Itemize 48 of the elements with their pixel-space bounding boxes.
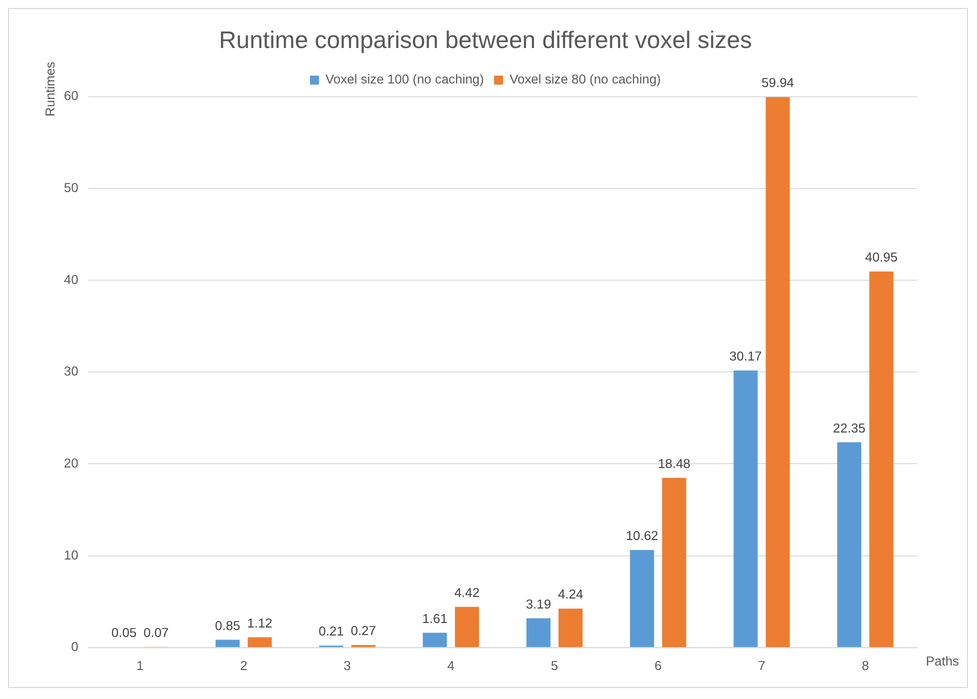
- x-tick-label: 3: [344, 658, 351, 673]
- x-tick-label: 6: [654, 658, 662, 673]
- bar: [869, 271, 894, 648]
- x-tick-label: 4: [447, 658, 455, 673]
- data-label: 0.27: [350, 623, 376, 638]
- bar: [630, 550, 654, 648]
- x-tick-label: 1: [136, 658, 144, 673]
- x-tick-label: 7: [758, 658, 766, 673]
- data-label: 30.17: [729, 348, 762, 364]
- x-tick-label: 8: [862, 658, 869, 673]
- y-tick-label: 50: [64, 180, 78, 195]
- data-label: 40.95: [865, 250, 898, 265]
- bar: [216, 640, 240, 648]
- data-label: 0.07: [144, 624, 169, 640]
- data-label: 0.05: [111, 625, 137, 640]
- data-label: 1.61: [422, 610, 448, 626]
- bar: [558, 608, 583, 648]
- data-label: 0.21: [318, 624, 344, 639]
- bar: [837, 442, 862, 648]
- bar: [422, 632, 447, 648]
- y-tick-label: 30: [64, 364, 78, 379]
- data-label: 22.35: [833, 420, 866, 436]
- data-label: 0.85: [215, 618, 240, 633]
- bar: [662, 478, 686, 648]
- y-tick-label: 10: [64, 547, 78, 562]
- data-label: 4.42: [454, 585, 480, 600]
- legend-label: Voxel size 80 (no caching): [510, 72, 661, 87]
- chart-title: Runtime comparison between different voxel sizes: [219, 26, 752, 54]
- y-axis-title: Runtimes: [42, 61, 58, 116]
- data-label: 59.94: [762, 75, 794, 90]
- data-label: 3.19: [526, 596, 552, 612]
- legend-label: Voxel size 100 (no caching): [325, 72, 484, 87]
- y-tick-label: 0: [71, 639, 78, 654]
- y-tick-label: 20: [64, 455, 78, 470]
- bar: [454, 606, 479, 648]
- bar: [734, 370, 758, 648]
- bar: [248, 637, 272, 648]
- bar: [526, 618, 550, 648]
- data-label: 1.12: [247, 615, 272, 630]
- data-label: 18.48: [658, 456, 690, 471]
- data-label: 4.24: [558, 586, 584, 602]
- bar: [766, 97, 790, 648]
- y-tick-label: 60: [64, 88, 78, 104]
- x-axis-title: Paths: [926, 654, 960, 669]
- data-label: 10.62: [626, 528, 658, 544]
- x-tick-label: 2: [240, 658, 248, 673]
- y-tick-label: 40: [64, 272, 78, 287]
- x-tick-label: 5: [550, 658, 558, 673]
